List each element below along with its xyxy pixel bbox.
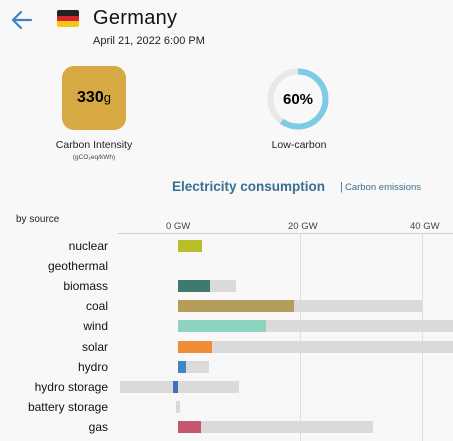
x-tick-label: 0 GW [166, 221, 191, 232]
consumption-bar[interactable] [178, 280, 210, 293]
source-label: solar [81, 339, 108, 354]
consumption-bar[interactable] [178, 240, 203, 252]
low-carbon-value: 60% [282, 90, 314, 108]
capacity-bar[interactable] [178, 420, 374, 433]
source-label: nuclear [68, 239, 108, 253]
consumption-bar[interactable] [178, 360, 186, 373]
low-carbon-label: Low-carbon [271, 139, 327, 151]
source-label: hydro [77, 359, 108, 374]
source-label: battery storage [27, 399, 108, 414]
tab-electricity-consumption[interactable]: Electricity consumption [172, 179, 326, 194]
source-label: wind [83, 319, 108, 334]
source-label: geothermal [47, 259, 108, 274]
carbon-intensity-unit: (gCO₂eq/kWh) [72, 154, 116, 161]
chart-axis-line [118, 233, 453, 234]
tab-separator: | [340, 181, 343, 193]
consumption-bar[interactable] [173, 380, 178, 393]
x-tick-label: 40 GW [410, 221, 440, 232]
datetime-label: April 21, 2022 6:00 PM [93, 35, 205, 47]
source-label: coal [85, 299, 108, 314]
arrow-left-icon [11, 10, 33, 30]
consumption-bar[interactable] [178, 300, 294, 313]
consumption-bar[interactable] [178, 320, 267, 333]
capacity-bar[interactable] [175, 400, 181, 413]
carbon-intensity-value: 330g [77, 89, 111, 106]
consumption-bar[interactable] [178, 420, 202, 433]
chart-axis-label: by source [16, 214, 60, 225]
gridline [300, 233, 301, 441]
low-carbon-gauge [267, 68, 329, 130]
source-label: gas [88, 419, 108, 434]
carbon-intensity-label: Carbon Intensity [55, 139, 133, 151]
tab-carbon-emissions[interactable]: Carbon emissions [345, 182, 422, 193]
capacity-bar[interactable] [178, 340, 453, 353]
x-tick-label: 20 GW [288, 221, 318, 232]
page-title: Germany [93, 7, 178, 29]
back-button[interactable] [9, 8, 35, 32]
capacity-bar[interactable] [120, 380, 239, 393]
source-label: biomass [63, 279, 108, 294]
source-label: hydro storage [34, 379, 108, 394]
consumption-bar[interactable] [178, 340, 213, 353]
germany-flag-icon [57, 10, 79, 27]
carbon-intensity-badge: 330g [62, 66, 126, 130]
gridline [422, 233, 423, 441]
